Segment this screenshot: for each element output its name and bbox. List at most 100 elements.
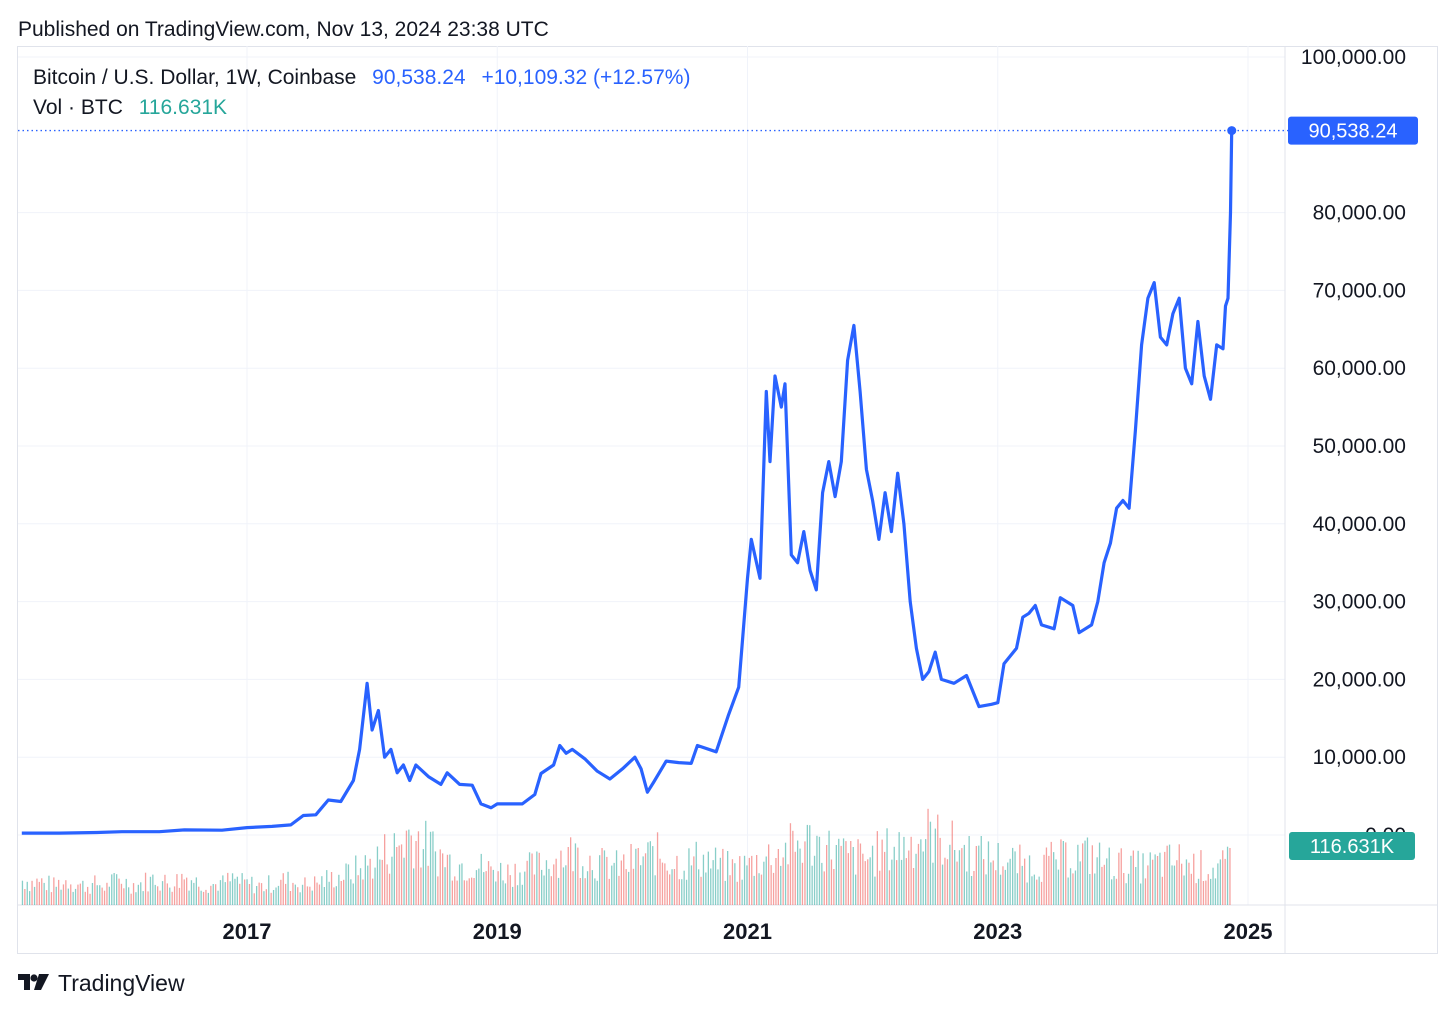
volume-bar: [603, 850, 606, 905]
legend-change: +10,109.32 (+12.57%): [481, 66, 691, 89]
last-price-dot: [1227, 126, 1237, 136]
volume-bar: [21, 880, 24, 905]
volume-bar: [275, 887, 277, 905]
volume-bar: [1079, 861, 1081, 905]
volume-bar: [963, 844, 965, 905]
volume-bar: [830, 859, 833, 905]
volume-bar: [1200, 850, 1202, 905]
volume-bar: [152, 874, 154, 905]
volume-bar: [149, 876, 152, 905]
volume-bar: [835, 845, 837, 905]
volume-bar: [705, 872, 707, 905]
volume-bar: [632, 868, 635, 905]
volume-bar: [519, 872, 521, 905]
volume-bar: [1137, 850, 1139, 905]
volume-bar: [251, 876, 253, 905]
volume-bar: [579, 878, 581, 905]
volume-bar: [541, 869, 543, 905]
x-tick-label: 2025: [1224, 919, 1273, 944]
volume-bar: [106, 882, 108, 905]
volume-tag-label: 116.631K: [1310, 836, 1395, 858]
volume-bar: [893, 846, 895, 905]
volume-bar: [574, 843, 577, 905]
volume-bar: [241, 873, 243, 905]
volume-bar: [611, 865, 613, 905]
volume-bar: [217, 890, 219, 905]
volume-bar: [53, 877, 55, 905]
volume-bar: [1214, 878, 1217, 905]
volume-bar: [500, 862, 502, 905]
volume-bar: [198, 886, 200, 905]
volume-bar: [357, 875, 359, 905]
volume-bar: [84, 891, 86, 905]
volume-bar: [838, 838, 840, 905]
volume-bar: [818, 836, 821, 905]
volume-bar: [1152, 859, 1154, 905]
volume-bar: [799, 848, 801, 905]
volume-bar: [132, 883, 135, 905]
volume-bar: [210, 885, 212, 905]
y-tick-label: 20,000.00: [1313, 668, 1406, 691]
volume-bar: [756, 855, 758, 905]
volume-bar: [946, 859, 949, 905]
last-price-tag-label: 90,538.24: [1309, 121, 1398, 143]
volume-bar: [570, 837, 572, 905]
volume-bar: [244, 879, 246, 905]
volume-bar: [1185, 859, 1188, 905]
volume-bar: [391, 856, 393, 905]
volume-bar: [67, 888, 69, 905]
volume-bar: [1028, 855, 1031, 905]
volume-bar: [770, 865, 772, 905]
volume-bar: [41, 878, 43, 905]
volume-bar: [1125, 883, 1127, 905]
volume-bar: [231, 873, 234, 905]
volume-bar: [823, 871, 825, 905]
volume-bar: [1057, 869, 1060, 905]
volume-bar: [207, 892, 209, 905]
volume-bar: [384, 834, 386, 905]
volume-bar: [997, 843, 999, 905]
y-tick-label: 10,000.00: [1313, 746, 1406, 769]
volume-bar: [1113, 876, 1115, 905]
volume-bar: [137, 884, 139, 905]
volume-bar: [557, 877, 560, 905]
volume-bar: [886, 828, 888, 905]
volume-bar: [29, 891, 31, 905]
volume-bar: [695, 841, 697, 905]
volume-bar: [1222, 850, 1224, 905]
volume-bar: [608, 878, 610, 905]
volume-bar: [550, 876, 552, 905]
volume-bar: [485, 871, 487, 905]
volume-bar: [584, 878, 586, 905]
volume-bar: [777, 849, 779, 905]
volume-bar: [690, 865, 693, 905]
volume-bar: [671, 869, 673, 905]
volume-bar: [792, 830, 794, 905]
volume-bar: [253, 893, 255, 905]
volume-bar: [70, 884, 72, 905]
volume-bar: [1226, 846, 1229, 905]
volume-bar: [582, 866, 584, 905]
chart-frame[interactable]: [17, 46, 1438, 954]
volume-bars: [21, 808, 1231, 905]
y-tick-label: 100,000.00: [1301, 46, 1406, 69]
volume-bar: [734, 863, 736, 905]
volume-bar: [311, 890, 313, 905]
volume-bar: [526, 860, 528, 905]
volume-bar: [427, 865, 429, 905]
volume-bar: [263, 891, 265, 905]
volume-bar: [978, 845, 980, 905]
volume-bar: [297, 887, 299, 905]
tradingview-logo[interactable]: TradingView: [18, 970, 185, 997]
volume-bar: [345, 863, 347, 905]
volume-bar: [531, 853, 533, 905]
volume-bar: [876, 831, 878, 905]
volume-bar: [270, 892, 272, 905]
volume-bar: [195, 877, 197, 905]
volume-bar: [1038, 876, 1040, 905]
volume-bar: [352, 883, 354, 905]
volume-bar: [1014, 851, 1016, 905]
volume-bar: [74, 888, 77, 905]
volume-bar: [468, 878, 470, 905]
